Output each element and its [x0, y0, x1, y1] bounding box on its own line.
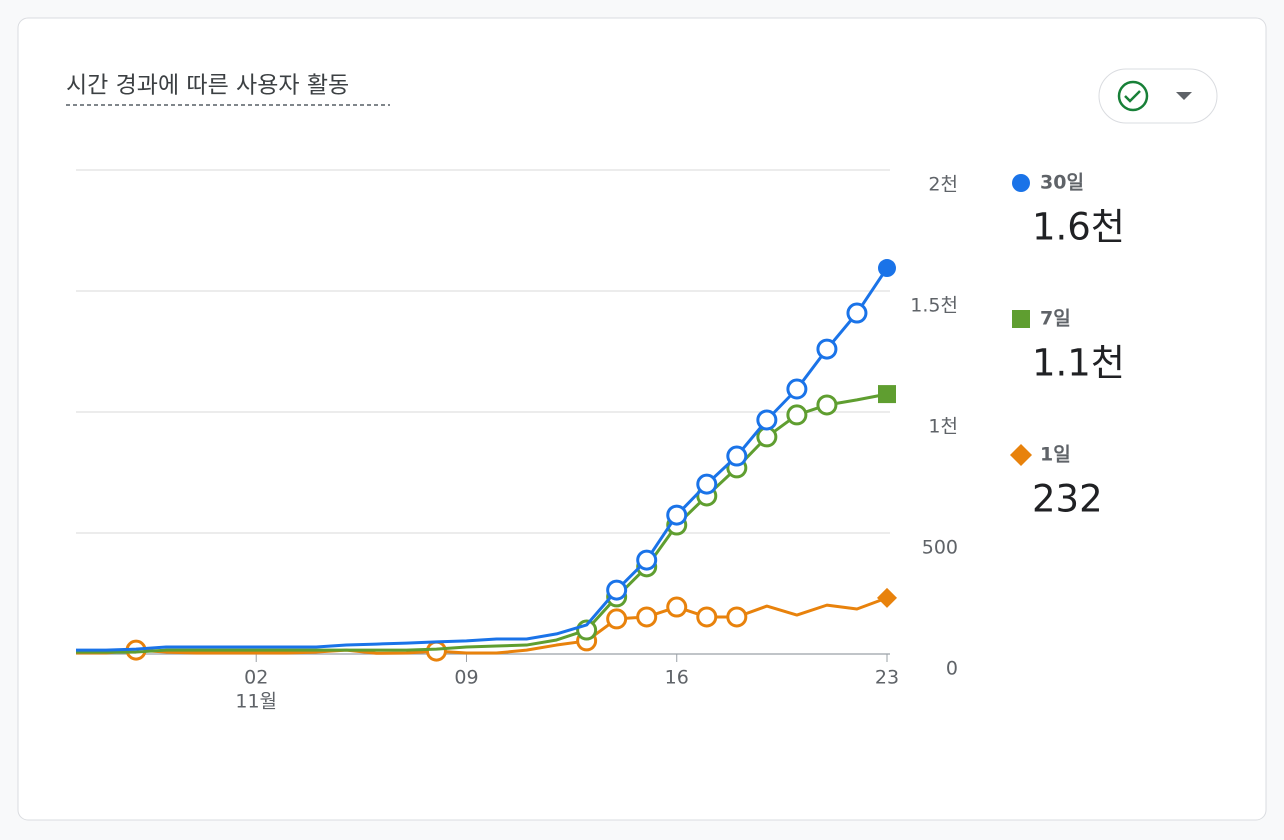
compare-button[interactable] [1098, 68, 1218, 124]
point-marker [726, 445, 748, 467]
point-marker [425, 640, 447, 662]
check-icon [1117, 80, 1149, 112]
legend-value: 1.1천 [1032, 342, 1125, 385]
y-tick-label: 1천 [928, 416, 958, 438]
chart-title: 시간 경과에 따른 사용자 활동 [66, 73, 349, 99]
end-marker [878, 259, 896, 278]
y-tick-label: 1.5천 [910, 295, 958, 317]
legend-swatch [1012, 310, 1030, 328]
point-marker [606, 608, 628, 630]
card-frame [17, 17, 1267, 821]
legend-name: 7일 [1040, 308, 1071, 330]
point-marker [756, 426, 778, 448]
point-marker [726, 606, 748, 628]
series-line [76, 392, 888, 654]
end-marker [878, 385, 896, 404]
point-marker [816, 338, 838, 360]
y-tick-label: 2천 [928, 174, 958, 196]
legend-name: 30일 [1040, 172, 1084, 194]
point-marker [696, 606, 718, 628]
end-marker [877, 587, 897, 608]
legend-value: 232 [1032, 478, 1103, 521]
x-tick-label: 09 [454, 667, 478, 689]
button-frame[interactable] [1098, 68, 1218, 124]
point-marker [786, 404, 808, 426]
point-marker [606, 579, 628, 601]
point-marker [666, 504, 688, 526]
point-marker [756, 409, 778, 431]
point-marker [636, 549, 658, 571]
point-marker [846, 302, 868, 324]
point-marker [636, 606, 658, 628]
dropdown-arrow [1176, 92, 1192, 100]
point-marker [666, 596, 688, 618]
legend-name: 1일 [1040, 444, 1071, 466]
x-tick-label: 02 [244, 667, 268, 689]
x-sublabel: 11월 [235, 691, 277, 713]
legend-value: 1.6천 [1032, 206, 1125, 249]
y-tick-label: 500 [922, 537, 958, 559]
x-tick-label: 16 [665, 667, 689, 689]
point-marker [786, 378, 808, 400]
point-marker [696, 473, 718, 495]
series-line [76, 596, 888, 655]
point-marker [816, 394, 838, 416]
legend-swatch [1012, 174, 1030, 192]
x-tick-label: 23 [875, 667, 899, 689]
check-mark [1124, 90, 1141, 103]
legend-swatch [1010, 444, 1032, 466]
series-line [76, 267, 889, 652]
y-tick-label: 0 [946, 658, 958, 680]
